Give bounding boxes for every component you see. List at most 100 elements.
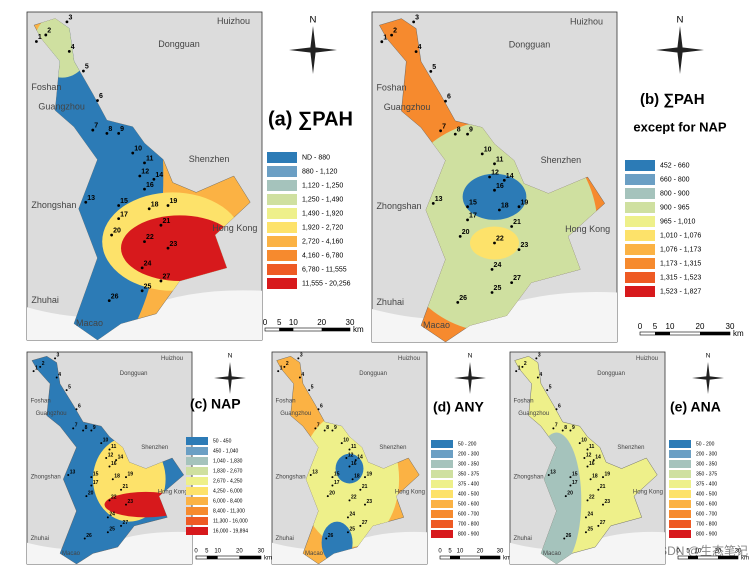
site-label: 27 <box>600 520 606 526</box>
site-label: 15 <box>572 471 578 477</box>
site-label: 12 <box>491 170 499 177</box>
site <box>108 448 111 451</box>
site <box>143 240 146 244</box>
legend-label: 1,040 - 1,830 <box>213 458 243 464</box>
site-label: 4 <box>539 372 542 378</box>
site-label: 9 <box>469 127 473 134</box>
place-label: Dongguan <box>509 39 551 49</box>
site-label: 10 <box>581 437 587 443</box>
site <box>346 531 349 534</box>
legend-label: 500 - 600 <box>696 501 717 507</box>
legend-swatch <box>625 216 655 227</box>
site-label: 7 <box>317 423 320 429</box>
site-label: 5 <box>432 64 436 71</box>
legend-swatch <box>267 264 297 275</box>
site <box>521 365 524 368</box>
site-label: 24 <box>109 512 115 518</box>
site-label: 25 <box>349 527 355 533</box>
legend-label: 700 - 800 <box>458 521 479 527</box>
site <box>106 531 109 534</box>
site-label: 14 <box>357 454 363 460</box>
site <box>563 537 566 540</box>
place-label: Hong Kong <box>158 489 188 495</box>
site-label: 5 <box>311 384 314 390</box>
legend-label: 700 - 800 <box>696 521 717 527</box>
site-label: 20 <box>567 490 573 496</box>
site <box>535 357 538 360</box>
site <box>117 131 121 135</box>
legend-label: 450 - 1,040 <box>213 448 239 454</box>
site <box>44 33 48 37</box>
site <box>143 161 146 165</box>
site-label: 27 <box>162 274 170 281</box>
site-label: 15 <box>469 199 477 206</box>
scale-unit: km <box>264 556 272 562</box>
site <box>32 370 35 373</box>
site <box>108 465 111 468</box>
place-label: Macao <box>423 320 450 330</box>
legend-label: 880 - 1,120 <box>302 168 338 175</box>
site-label: 13 <box>550 469 556 475</box>
site-label: 16 <box>496 183 504 190</box>
site <box>115 459 118 462</box>
legend-swatch <box>625 160 655 171</box>
site <box>35 40 38 43</box>
place-label: Shenzhen <box>617 445 644 451</box>
site <box>166 246 170 250</box>
scale-bar-fill <box>450 556 460 559</box>
site <box>120 524 123 527</box>
site <box>120 488 123 491</box>
place-label: Hong Kong <box>212 223 257 233</box>
site-label: 9 <box>93 425 96 431</box>
site <box>589 478 592 481</box>
site-label: 2 <box>42 361 45 367</box>
site <box>431 202 435 205</box>
site-label: 15 <box>120 198 128 205</box>
compass-label: N <box>677 15 684 26</box>
site-label: 10 <box>343 437 349 443</box>
scale-label: 30 <box>735 549 742 555</box>
site-label: 16 <box>589 461 595 467</box>
site <box>346 516 349 519</box>
compass-label: N <box>706 353 711 360</box>
compass <box>692 362 724 394</box>
legend-swatch <box>431 530 453 538</box>
site <box>493 188 496 192</box>
site-label: 18 <box>501 203 509 210</box>
site <box>90 484 93 487</box>
scale-label: 5 <box>205 549 209 555</box>
site <box>569 484 572 487</box>
scale-unit: km <box>733 329 744 338</box>
compass <box>656 26 704 74</box>
scale-label: 30 <box>258 549 265 555</box>
legend-label: 800 - 900 <box>458 531 479 537</box>
site <box>317 408 320 411</box>
site <box>152 177 156 181</box>
site-label: 27 <box>362 520 368 526</box>
panel-title: (c) NAP <box>190 396 241 412</box>
site-label: 15 <box>93 471 99 477</box>
site-label: 13 <box>312 469 318 475</box>
legend-label: 965 - 1,010 <box>660 218 696 225</box>
legend-swatch <box>186 527 208 535</box>
site-label: 21 <box>600 484 606 490</box>
site-label: 22 <box>351 495 357 501</box>
site-label: 14 <box>118 454 124 460</box>
site-label: 11 <box>496 156 504 163</box>
site <box>308 389 311 392</box>
site <box>515 370 518 373</box>
site-label: 21 <box>162 218 170 225</box>
panel-title: (b) ∑PAH <box>640 91 705 108</box>
site <box>140 289 144 293</box>
site <box>91 128 95 132</box>
scale-label: 20 <box>477 549 484 555</box>
site <box>569 476 572 479</box>
legend-label: 800 - 900 <box>696 531 717 537</box>
place-label: Macao <box>305 551 324 557</box>
place-label: Zhongshan <box>276 475 306 481</box>
site <box>82 69 85 73</box>
place-label: Foshan <box>514 398 534 404</box>
place-label: Dongguan <box>158 39 200 49</box>
site-label: 9 <box>572 425 575 431</box>
